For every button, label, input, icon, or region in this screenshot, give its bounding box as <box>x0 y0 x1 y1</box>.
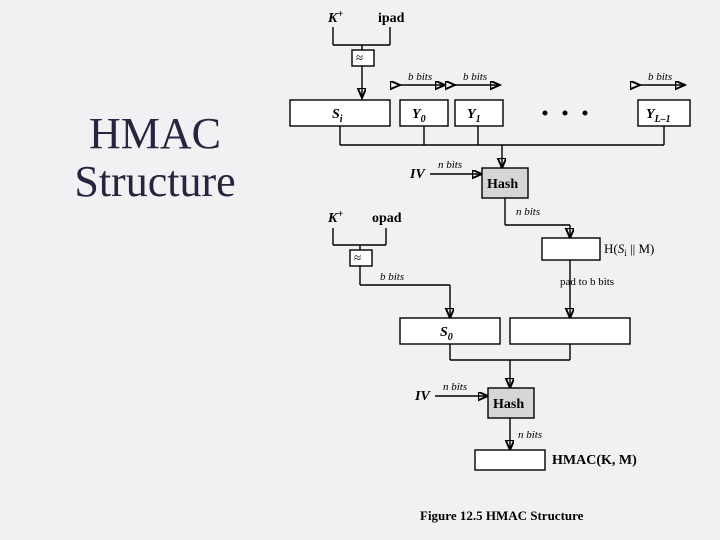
hsim-label: H(Si || M) <box>604 241 654 258</box>
svg-text:Hash: Hash <box>493 397 524 412</box>
svg-text:≈: ≈ <box>354 250 361 265</box>
iv-2-label: IV <box>414 389 431 404</box>
pad-label: pad to b bits <box>560 276 614 288</box>
hmac-diagram: K+ ipad ≈ b bits b bits b bits Si Y0 Y1 … <box>270 0 720 540</box>
figure-caption: Figure 12.5 HMAC Structure <box>420 508 584 523</box>
bbits-y1: b bits <box>455 71 500 85</box>
title-line1: HMAC <box>89 109 221 158</box>
svg-text:n bits: n bits <box>438 159 462 171</box>
kplus-2-label: K+ <box>327 209 343 226</box>
bbits-y0: b bits <box>400 71 445 85</box>
svg-text:≈: ≈ <box>356 50 363 65</box>
hmac-out-label: HMAC(K, M) <box>552 453 637 468</box>
iv-1-label: IV <box>409 167 426 182</box>
opad-label: opad <box>372 211 402 226</box>
svg-text:Hash: Hash <box>487 177 518 192</box>
bbits-yl: b bits <box>640 71 685 85</box>
hmac-out-box <box>475 450 545 470</box>
title-line2: Structure <box>74 157 235 206</box>
svg-text:b bits: b bits <box>380 271 404 283</box>
svg-text:b bits: b bits <box>463 71 487 83</box>
svg-text:n bits: n bits <box>516 206 540 218</box>
svg-text:b bits: b bits <box>648 71 672 83</box>
kplus-1-label: K+ <box>327 9 343 26</box>
page-title: HMAC Structure <box>40 110 270 207</box>
svg-text:n bits: n bits <box>518 429 542 441</box>
svg-text:b bits: b bits <box>408 71 432 83</box>
hsim-box <box>542 238 600 260</box>
ipad-label: ipad <box>378 11 405 26</box>
padded-box <box>510 318 630 344</box>
svg-text:n bits: n bits <box>443 381 467 393</box>
